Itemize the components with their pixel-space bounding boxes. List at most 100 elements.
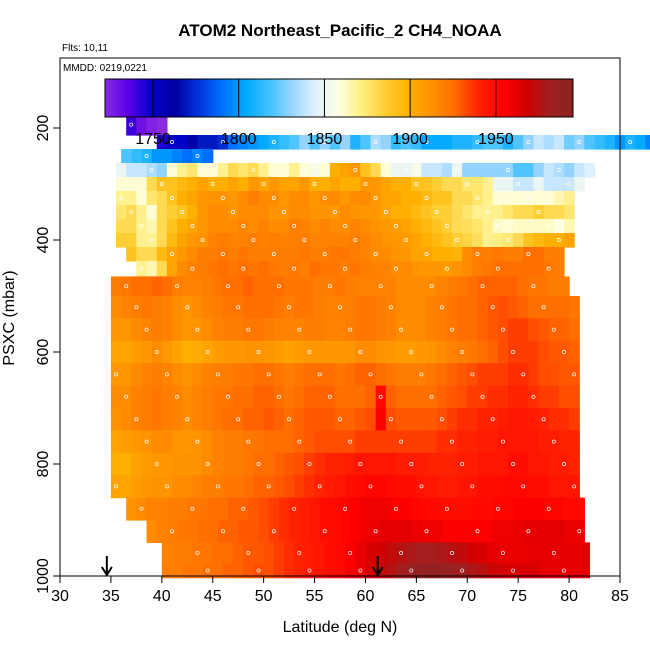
plot-frame xyxy=(59,57,621,577)
heatmap-cell xyxy=(411,520,423,543)
heatmap-cell xyxy=(197,520,209,543)
heatmap-cell xyxy=(284,340,295,364)
heatmap-cell xyxy=(172,276,183,297)
heatmap-cell xyxy=(385,276,397,297)
sample-point xyxy=(363,182,368,186)
heatmap-cell xyxy=(416,452,428,476)
heatmap-cell xyxy=(360,205,372,220)
heatmap-cell xyxy=(207,205,219,220)
heatmap-cell xyxy=(121,318,132,342)
sample-point xyxy=(429,394,434,399)
heatmap-cell xyxy=(487,363,499,387)
heatmap-cell xyxy=(533,191,545,206)
heatmap-cell xyxy=(365,430,377,454)
heatmap-cell xyxy=(294,542,305,564)
heatmap-cell xyxy=(543,233,555,248)
heatmap-cell xyxy=(436,385,448,409)
heatmap-cell xyxy=(263,363,275,387)
heatmap-cell xyxy=(584,135,596,150)
heatmap-cell xyxy=(477,408,489,431)
heatmap-cell xyxy=(513,205,524,220)
heatmap-cell xyxy=(528,318,540,342)
heatmap-cell xyxy=(278,219,290,234)
heatmap-cell xyxy=(233,452,244,476)
heatmap-cell xyxy=(110,452,122,476)
heatmap-cell xyxy=(161,385,173,409)
heatmap-cell xyxy=(243,430,255,454)
heatmap-cell xyxy=(360,219,372,234)
heatmap-cell xyxy=(569,385,580,409)
heatmap-cell xyxy=(574,163,585,178)
heatmap-cell xyxy=(192,452,204,476)
heatmap-cell xyxy=(497,363,509,387)
heatmap-cell xyxy=(156,135,168,150)
heatmap-cell xyxy=(340,205,351,220)
heatmap-cell xyxy=(477,385,489,409)
heatmap-cell xyxy=(314,408,326,431)
heatmap-cell xyxy=(314,318,326,342)
heatmap-cell xyxy=(243,452,255,476)
heatmap-cell xyxy=(136,261,148,277)
heatmap-cell xyxy=(228,261,239,277)
heatmap-cell xyxy=(207,191,219,206)
sample-point xyxy=(200,168,205,172)
heatmap-cell xyxy=(207,261,219,277)
heatmap-cell xyxy=(457,296,468,319)
heatmap-cell xyxy=(569,363,580,387)
heatmap-cell xyxy=(441,191,453,206)
heatmap-cell xyxy=(401,205,412,220)
heatmap-cell xyxy=(329,135,341,150)
heatmap-cell xyxy=(268,205,280,220)
heatmap-cell xyxy=(273,340,285,364)
heatmap-cell xyxy=(365,563,377,579)
sample-point xyxy=(170,140,174,144)
sample-point xyxy=(322,252,327,256)
heatmap-cell xyxy=(431,247,443,262)
heatmap-cell xyxy=(131,430,143,454)
heatmap-cell xyxy=(385,542,397,564)
heatmap-cell xyxy=(146,191,158,206)
heatmap-cell xyxy=(513,135,524,150)
sample-point xyxy=(511,350,516,354)
heatmap-cell xyxy=(340,233,351,248)
sample-point xyxy=(572,484,577,489)
heatmap-cell xyxy=(177,247,188,262)
heatmap-cell xyxy=(253,475,265,499)
heatmap-cell xyxy=(156,114,168,136)
heatmap-cell xyxy=(569,430,580,454)
heatmap-cell xyxy=(233,276,244,297)
heatmap-cell xyxy=(116,205,127,220)
heatmap-cell xyxy=(548,430,560,454)
heatmap-cell xyxy=(436,408,448,431)
heatmap-cell xyxy=(462,233,473,248)
heatmap-cell xyxy=(345,340,356,364)
sample-point xyxy=(220,196,225,200)
heatmap-cell xyxy=(396,363,407,387)
heatmap-cell xyxy=(146,219,158,234)
heatmap-cell xyxy=(202,475,214,499)
heatmap-cell xyxy=(151,318,163,342)
sample-point xyxy=(195,550,200,555)
heatmap-cell xyxy=(121,385,132,409)
heatmap-cell xyxy=(304,452,316,476)
heatmap-cell xyxy=(278,520,290,543)
heatmap-cell xyxy=(146,205,158,220)
heatmap-cell xyxy=(258,135,270,150)
heatmap-cell xyxy=(518,296,529,319)
sample-point xyxy=(424,252,429,256)
heatmap-cell xyxy=(278,247,290,262)
heatmap-cell xyxy=(126,191,137,206)
sample-point xyxy=(266,372,271,377)
heatmap-cell xyxy=(217,247,229,262)
heatmap-cell xyxy=(477,430,489,454)
heatmap-cell xyxy=(284,385,295,409)
heatmap-cell xyxy=(396,340,407,364)
heatmap-cell xyxy=(380,205,392,220)
heatmap-cell xyxy=(222,563,234,579)
heatmap-cell xyxy=(548,475,560,499)
heatmap-cell xyxy=(156,205,168,220)
heatmap-cell xyxy=(523,497,535,521)
heatmap-cell xyxy=(396,385,407,409)
heatmap-cell xyxy=(222,296,234,319)
heatmap-cell xyxy=(452,163,463,178)
